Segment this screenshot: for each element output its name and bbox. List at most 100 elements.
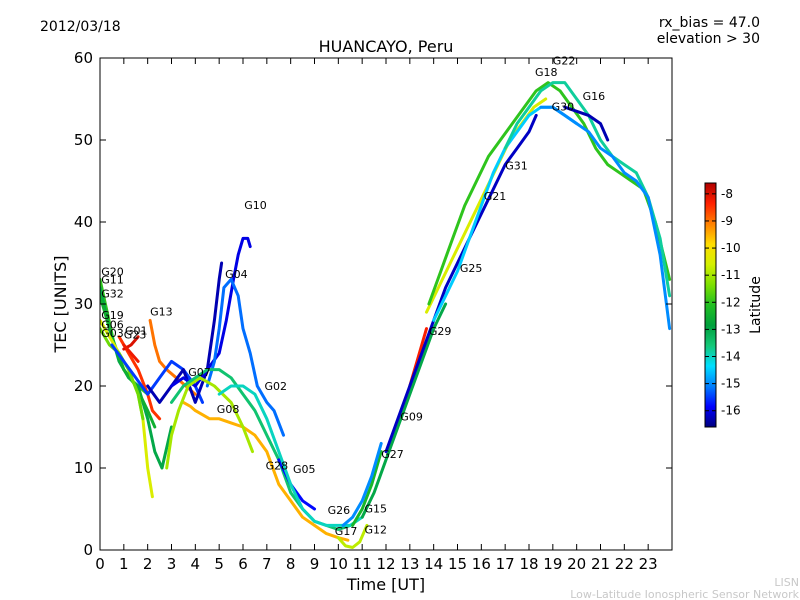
annotation-g03: G03 [101, 327, 124, 340]
annotation-g27: G27 [381, 448, 404, 461]
annotation-g18: G18 [535, 66, 558, 79]
colorbar-tick-label: -13 [721, 322, 741, 336]
y-tick-label: 20 [74, 377, 93, 395]
date-label: 2012/03/18 [40, 19, 121, 35]
annotation-g11: G11 [101, 274, 124, 287]
annotation-g29: G29 [429, 325, 452, 338]
series-line-g16 [539, 105, 672, 331]
x-axis-label: Time [UT] [346, 575, 425, 594]
y-tick-label: 0 [83, 541, 93, 559]
series-line-g17 [336, 523, 369, 549]
annotation-g01: G01 [125, 324, 148, 337]
annotation-g19: G19 [101, 309, 124, 322]
x-tick-label: 1 [119, 555, 129, 573]
annotation-g21: G21 [484, 190, 507, 203]
annotation-g10: G10 [244, 199, 267, 212]
chart-title: HUANCAYO, Peru [319, 37, 454, 56]
annotation-g06: G06 [101, 319, 124, 332]
annotation-g04: G04 [225, 268, 248, 281]
x-tick-label: 7 [262, 555, 272, 573]
x-tick-label: 20 [567, 555, 586, 573]
series-line-g09 [165, 376, 254, 470]
series-line-g26 [217, 384, 364, 527]
x-tick-label: 15 [448, 555, 467, 573]
x-tick-label: 19 [543, 555, 562, 573]
x-tick-label: 5 [214, 555, 224, 573]
series-line-g18 [427, 81, 672, 306]
annotation-g08: G08 [217, 403, 240, 416]
series-line-g08 [181, 400, 350, 542]
y-tick-label: 30 [74, 295, 93, 313]
x-tick-label: 10 [329, 555, 348, 573]
x-tick-label: 6 [238, 555, 248, 573]
annotation-g23: G23 [124, 328, 147, 341]
rx-bias-label: rx_bias = 47.0 [659, 15, 760, 31]
series-line-g27 [360, 302, 448, 519]
footer-org-short: LISN [774, 576, 799, 589]
annotation-g15: G15 [365, 502, 388, 515]
series-line-g23 [122, 343, 140, 363]
x-tick-label: 3 [167, 555, 177, 573]
annotation-g17: G17 [335, 525, 358, 538]
y-tick-label: 60 [74, 49, 93, 67]
colorbar-tick-label: -12 [721, 295, 741, 309]
colorbar-tick-label: -10 [721, 241, 741, 255]
x-tick-label: 21 [591, 555, 610, 573]
elevation-label: elevation > 30 [657, 31, 760, 47]
x-tick-label: 4 [191, 555, 201, 573]
colorbar-tick-label: -11 [721, 268, 741, 282]
colorbar-label: Latitude [748, 276, 764, 334]
x-axis: 0 1 2 3 4 5 6 7 8 9 10 11 12 13 14 15 16 17 18 19 20 21 22 23 [95, 58, 658, 573]
annotation-g13: G13 [150, 306, 173, 319]
y-tick-label: 10 [74, 459, 93, 477]
annotation-g07: G07 [188, 366, 211, 379]
x-tick-label: 9 [310, 555, 320, 573]
x-tick-label: 22 [615, 555, 634, 573]
annotation-g26: G26 [328, 504, 351, 517]
y-tick-label: 50 [74, 131, 93, 149]
x-tick-label: 14 [424, 555, 443, 573]
colorbar-tick-label: -15 [721, 377, 741, 391]
series-line-g02 [205, 277, 285, 437]
x-tick-label: 13 [400, 555, 419, 573]
series-line-g15 [341, 441, 383, 527]
plot-area [100, 58, 672, 550]
annotation-g02: G02 [265, 380, 288, 393]
colorbar-tick-label: -14 [721, 350, 741, 364]
x-tick-label: 0 [95, 555, 105, 573]
annotation-g31: G31 [505, 160, 528, 173]
annotation-g25: G25 [460, 262, 483, 275]
annotation-g22: G22 [553, 55, 576, 68]
series-line-g32 [100, 294, 157, 429]
y-axis-label: TEC [UNITS] [51, 256, 70, 354]
x-tick-label: 2 [143, 555, 153, 573]
annotation-g32: G32 [101, 287, 124, 300]
series-line-g30 [563, 105, 610, 142]
y-axis: 0 10 20 30 40 50 60 [74, 49, 672, 559]
footer-org-long: Low-Latitude Ionospheric Sensor Network [570, 588, 799, 600]
colorbar-tick-label: -8 [721, 187, 733, 201]
x-tick-label: 17 [496, 555, 515, 573]
annotation-g28: G28 [266, 460, 289, 473]
series-line-g04 [146, 261, 224, 404]
annotation-g16: G16 [583, 90, 606, 103]
series-layer [100, 81, 672, 549]
x-tick-label: 12 [376, 555, 395, 573]
y-tick-label: 40 [74, 213, 93, 231]
annotation-g30: G30 [552, 101, 575, 114]
colorbar-ticks: -8 -9 -10 -11 -12 -13 -14 -15 -16 [705, 187, 741, 418]
annotation-g12: G12 [365, 524, 388, 537]
colorbar-tick-label: -16 [721, 404, 741, 418]
colorbar-tick-label: -9 [721, 214, 733, 228]
annotation-g20: G20 [101, 265, 124, 278]
x-tick-label: 16 [472, 555, 491, 573]
series-line-g12 [351, 450, 383, 527]
annotation-g09: G09 [400, 410, 423, 423]
x-tick-label: 18 [519, 555, 538, 573]
x-tick-label: 23 [639, 555, 658, 573]
colorbar [704, 182, 717, 428]
x-tick-label: 11 [353, 555, 372, 573]
annotation-g05: G05 [293, 463, 316, 476]
